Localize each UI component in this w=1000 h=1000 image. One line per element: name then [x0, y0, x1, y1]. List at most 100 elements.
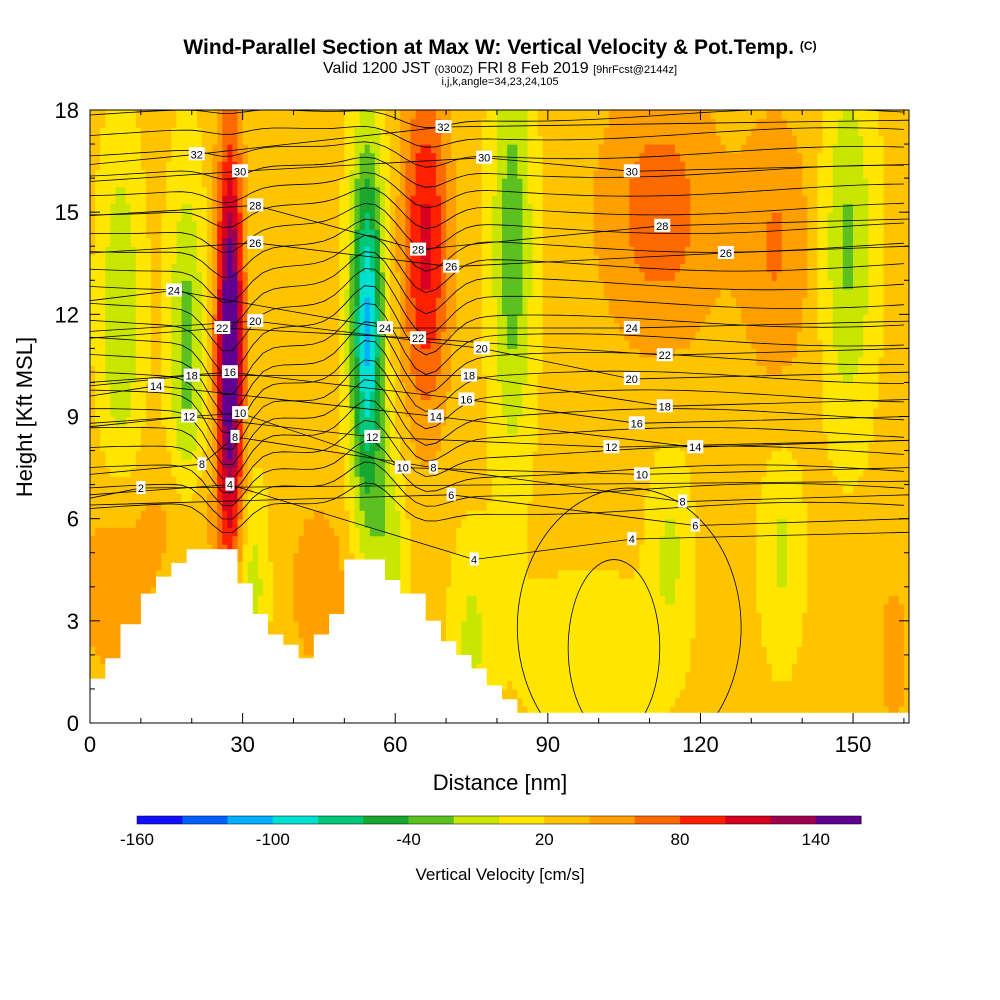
- svg-text:24: 24: [168, 286, 180, 298]
- x-tick-label: 150: [835, 732, 872, 757]
- contour-label: 24: [165, 283, 182, 298]
- colorbar-swatch: [544, 816, 590, 824]
- svg-text:14: 14: [430, 412, 442, 424]
- chart-title-text: Wind-Parallel Section at Max W: Vertical…: [183, 36, 794, 59]
- colorbar-swatch: [227, 816, 274, 824]
- contour-label: 10: [633, 467, 650, 481]
- svg-text:32: 32: [191, 149, 203, 161]
- colorbar-tick-label: -100: [256, 830, 290, 849]
- svg-text:6: 6: [692, 521, 698, 533]
- y-tick-label: 15: [55, 200, 79, 225]
- svg-text:20: 20: [476, 343, 488, 355]
- contour-label: 28: [654, 218, 671, 233]
- svg-text:16: 16: [631, 418, 643, 430]
- svg-text:22: 22: [412, 333, 424, 345]
- y-tick-label: 3: [67, 609, 79, 634]
- colorbar-swatch: [589, 816, 636, 824]
- svg-text:16: 16: [460, 395, 472, 407]
- contour-label: 32: [435, 120, 452, 134]
- colorbar-tick-label: 140: [802, 830, 830, 849]
- contour-label: 18: [461, 368, 477, 383]
- contour-label: 12: [364, 429, 381, 444]
- copyright-mark: (C): [799, 39, 817, 53]
- svg-text:14: 14: [150, 381, 162, 393]
- contour-label: 6: [690, 518, 700, 533]
- axes: 0 30 60 90 120 150 0 3 6 9 12 15 18: [55, 98, 909, 757]
- contour-label: 6: [446, 487, 456, 502]
- contour-label: 26: [443, 259, 460, 274]
- colorbar-swatch: [408, 816, 455, 824]
- svg-text:20: 20: [626, 374, 638, 386]
- x-tick-label: 120: [682, 732, 719, 757]
- colorbar: -160 -100 -40 20 80 140: [120, 815, 862, 849]
- y-tick-label: 12: [55, 302, 79, 327]
- svg-text:26: 26: [720, 248, 732, 260]
- contour-label: 8: [428, 460, 438, 475]
- colorbar-swatch: [318, 816, 364, 824]
- contour-label: 22: [656, 348, 673, 362]
- svg-text:2: 2: [138, 483, 144, 495]
- contour-labels: 32 30 28 26 24 22 20 18 16 14 12 10 8 8 4 2 32 30 28 26 24 22…: [136, 120, 734, 567]
- x-tick-label: 0: [84, 732, 96, 757]
- contour-label: 28: [410, 242, 427, 257]
- colorbar-tick-label: -40: [396, 830, 421, 849]
- svg-text:8: 8: [430, 463, 436, 475]
- svg-text:30: 30: [234, 166, 246, 178]
- svg-text:16: 16: [224, 367, 236, 379]
- colorbar-swatch: [499, 816, 545, 824]
- svg-text:26: 26: [249, 238, 261, 250]
- colorbar-swatch: [725, 816, 771, 824]
- contour-label: 14: [687, 440, 704, 454]
- y-tick-label: 18: [55, 98, 79, 123]
- colorbar-swatch: [770, 816, 817, 824]
- colorbar-label: Vertical Velocity [cm/s]: [415, 865, 584, 884]
- svg-text:28: 28: [249, 200, 261, 212]
- svg-text:32: 32: [437, 122, 449, 134]
- contour-label: 14: [427, 409, 444, 424]
- contour-label: 20: [623, 372, 640, 386]
- colorbar-swatch: [453, 816, 500, 824]
- chart-subtitle: Valid 1200 JST (0300Z) FRI 8 Feb 2019 [9…: [0, 60, 1000, 78]
- svg-text:18: 18: [659, 401, 671, 413]
- contour-label: 24: [623, 321, 640, 335]
- contour-label: 8: [197, 457, 207, 471]
- svg-text:30: 30: [478, 153, 490, 165]
- svg-text:30: 30: [626, 166, 638, 178]
- contour-label: 4: [627, 532, 637, 546]
- contour-label: 30: [623, 164, 640, 178]
- svg-text:8: 8: [680, 497, 686, 509]
- svg-text:10: 10: [636, 469, 648, 481]
- svg-text:22: 22: [216, 323, 228, 335]
- svg-text:12: 12: [605, 442, 617, 454]
- colorbar-tick-label: 80: [671, 830, 690, 849]
- svg-text:8: 8: [199, 459, 205, 471]
- contour-label: 16: [221, 365, 238, 379]
- svg-text:4: 4: [629, 534, 635, 546]
- colorbar-swatch: [363, 816, 409, 824]
- contour-label: 2: [136, 481, 146, 495]
- svg-text:12: 12: [366, 432, 378, 444]
- contour-label: 18: [656, 399, 673, 413]
- contour-label: 20: [473, 341, 490, 355]
- colorbar-swatch: [815, 816, 862, 824]
- contour-label: 20: [247, 314, 264, 328]
- svg-text:18: 18: [186, 371, 198, 383]
- svg-text:24: 24: [626, 323, 638, 335]
- contour-label: 22: [410, 331, 427, 345]
- svg-text:18: 18: [463, 371, 475, 383]
- contour-label: 26: [717, 246, 734, 260]
- svg-text:24: 24: [379, 323, 391, 335]
- contour-label: 10: [232, 406, 249, 420]
- contour-label: 26: [247, 235, 264, 250]
- svg-text:26: 26: [445, 262, 457, 274]
- svg-text:4: 4: [227, 480, 233, 492]
- svg-text:6: 6: [448, 490, 454, 502]
- contour-label: 10: [394, 460, 411, 475]
- colorbar-tick-label: -160: [120, 830, 154, 849]
- svg-text:22: 22: [659, 350, 671, 362]
- y-tick-label: 9: [67, 405, 79, 430]
- svg-text:12: 12: [183, 412, 195, 424]
- contour-label: 4: [469, 552, 479, 567]
- contour-label: 30: [232, 164, 249, 178]
